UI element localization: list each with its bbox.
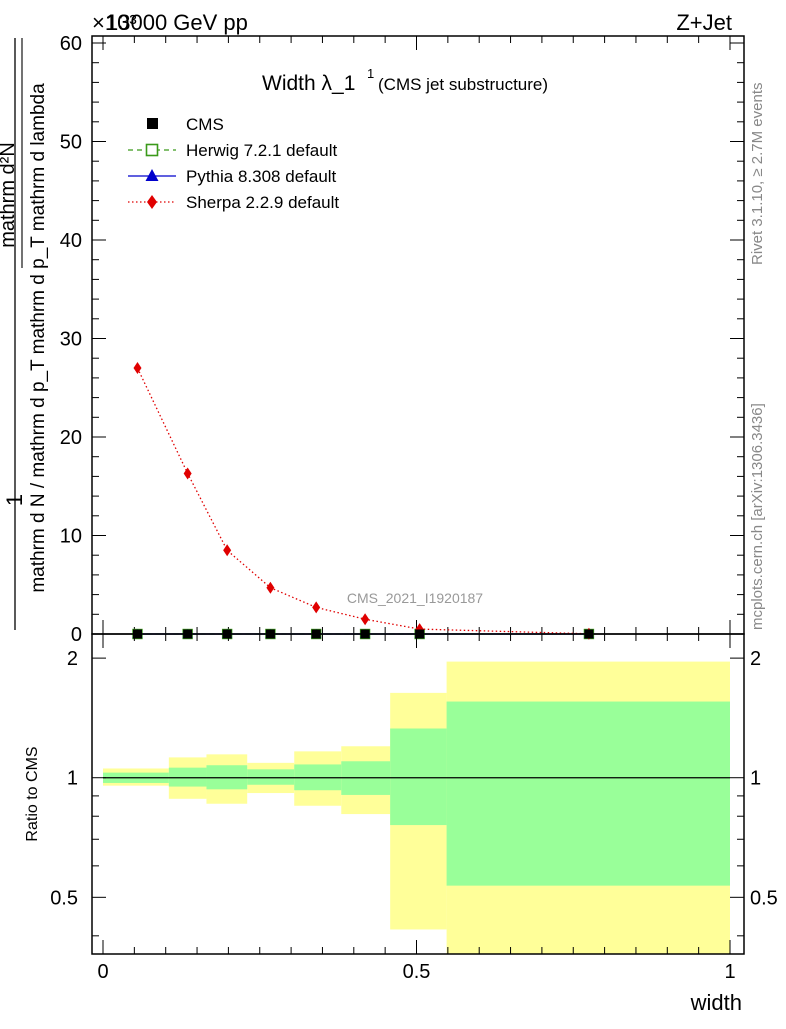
ratio-band-inner bbox=[247, 769, 295, 785]
rivet-label: Rivet 3.1.10, ≥ 2.7M events bbox=[749, 83, 766, 266]
data-point-sherpa bbox=[266, 581, 275, 594]
main-ytick-label: 60 bbox=[60, 33, 82, 55]
legend-item-pythia: Pythia 8.308 default bbox=[128, 167, 337, 186]
legend: CMS Herwig 7.2.1 default Pythia 8.308 de… bbox=[128, 115, 339, 212]
main-y-axis: 0 10 20 30 40 50 60 bbox=[60, 33, 744, 646]
ratio-ytick-label-right: 1 bbox=[750, 768, 761, 790]
ratio-band-inner bbox=[390, 728, 447, 826]
ratio-xtick-label: 0 bbox=[97, 961, 108, 983]
exponent-label: ×10³ bbox=[92, 10, 137, 35]
ratio-band-inner bbox=[446, 701, 730, 886]
mcplots-label: mcplots.cern.ch [arXiv:1306.3436] bbox=[749, 403, 766, 630]
ratio-y-axis: 0.5 0.5 1 1 2 2 bbox=[50, 648, 778, 937]
main-panel: 0 10 20 30 40 50 60 Width λ_1 1 (CMS jet subst… bbox=[60, 33, 745, 646]
ratio-ytick-label-left: 1 bbox=[67, 768, 78, 790]
legend-label-cms: CMS bbox=[186, 115, 224, 134]
ratio-x-axis: 0 0.5 1 bbox=[97, 634, 736, 983]
ratio-ytick-label-right: 0.5 bbox=[750, 887, 778, 909]
x-axis-label: width bbox=[690, 990, 742, 1015]
legend-label-pythia: Pythia 8.308 default bbox=[186, 167, 337, 186]
ratio-ytick-label-left: 0.5 bbox=[50, 887, 78, 909]
main-ytick-label: 40 bbox=[60, 230, 82, 252]
main-ytick-label: 20 bbox=[60, 427, 82, 449]
data-point-sherpa bbox=[183, 467, 192, 480]
main-ytick-label: 30 bbox=[60, 329, 82, 351]
data-point-sherpa bbox=[361, 613, 370, 626]
legend-marker-cms bbox=[147, 118, 158, 129]
legend-label-herwig: Herwig 7.2.1 default bbox=[186, 141, 337, 160]
legend-marker-pythia bbox=[145, 169, 159, 181]
ratio-panel: 0.5 0.51 12 2 0 0.5 1 Ratio to CMS width bbox=[24, 633, 778, 1015]
legend-item-sherpa: Sherpa 2.2.9 default bbox=[128, 193, 339, 212]
ylabel-numerator: mathrm d²N bbox=[0, 142, 19, 248]
main-ylabel: 1 mathrm d²N mathrm d N / mathrm d p_T m… bbox=[0, 38, 49, 630]
plot-title-sup: 1 bbox=[367, 66, 374, 81]
ratio-xtick-label: 1 bbox=[724, 961, 735, 983]
ratio-ytick-label-right: 2 bbox=[750, 648, 761, 670]
legend-label-sherpa: Sherpa 2.2.9 default bbox=[186, 193, 339, 212]
process-label: Z+Jet bbox=[676, 10, 732, 35]
plot-title: Width λ_1 bbox=[262, 72, 355, 95]
energy-label: 13000 GeV pp bbox=[106, 10, 248, 35]
legend-marker-sherpa bbox=[147, 195, 157, 209]
ratio-ytick-label-left: 2 bbox=[67, 648, 78, 670]
main-ytick-label: 0 bbox=[71, 624, 82, 646]
series-line-sherpa bbox=[136, 367, 589, 635]
ratio-ylabel: Ratio to CMS bbox=[24, 746, 41, 841]
data-point-sherpa bbox=[312, 601, 321, 614]
legend-marker-herwig bbox=[145, 143, 159, 157]
ratio-band-inner bbox=[168, 767, 207, 787]
data-point-sherpa bbox=[133, 362, 142, 375]
data-point-sherpa bbox=[223, 544, 232, 557]
ratio-xtick-label: 0.5 bbox=[403, 961, 431, 983]
ratio-bands bbox=[103, 661, 730, 954]
legend-item-herwig: Herwig 7.2.1 default bbox=[128, 141, 337, 160]
ratio-frame bbox=[91, 633, 745, 955]
main-ytick-label: 50 bbox=[60, 132, 82, 154]
legend-item-cms: CMS bbox=[147, 115, 224, 134]
analysis-tag: CMS_2021_I1920187 bbox=[347, 590, 483, 606]
main-ytick-label: 10 bbox=[60, 526, 82, 548]
ylabel-denominator: mathrm d N / mathrm d p_T mathrm d p_T m… bbox=[28, 83, 49, 593]
plot-title-sub: (CMS jet substructure) bbox=[378, 75, 548, 94]
